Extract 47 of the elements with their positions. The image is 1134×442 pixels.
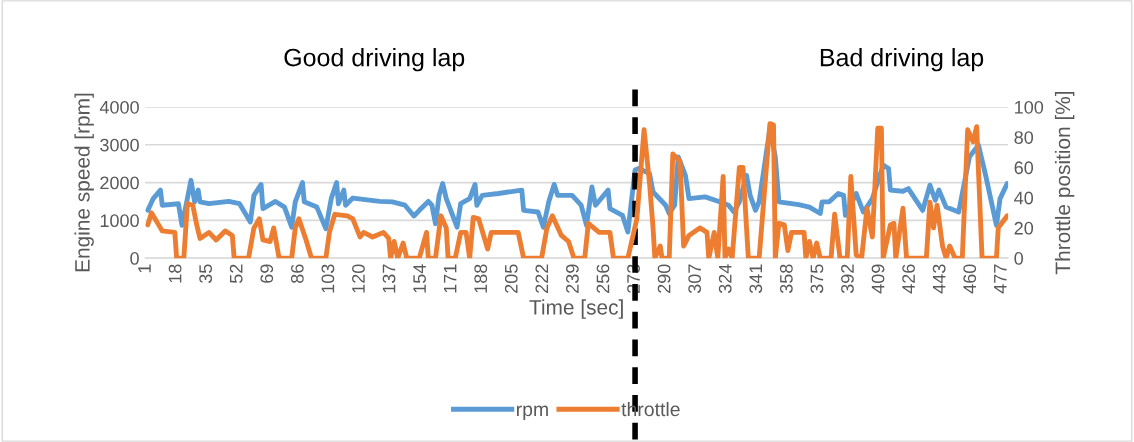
x-tick-label: 120 [352, 264, 365, 293]
legend-label: rpm [516, 405, 548, 421]
x-tick-label: 52 [229, 264, 243, 284]
y-axis-title: Engine speed [rpm] [74, 93, 94, 272]
y2-axis-title: Throttle position [%] [1054, 91, 1075, 275]
line-series [145, 121, 1009, 259]
x-tick-label: 103 [321, 264, 335, 293]
x-tick-label: 154 [413, 264, 426, 293]
x-tick-label: 426 [902, 264, 915, 294]
x-tick-label: 460 [963, 264, 977, 294]
y-tick-label: 3000 [100, 138, 139, 152]
y2-tick-label: 0 [1014, 252, 1024, 265]
text: Good driving lap [284, 48, 465, 72]
y2-tick-label: 60 [1014, 161, 1034, 175]
x-tick-label: 324 [718, 264, 732, 294]
x-tick-label: 137 [382, 264, 396, 293]
x-tick-label: 205 [504, 264, 518, 293]
x-tick-label: 86 [290, 264, 304, 283]
x-tick-label: 443 [932, 264, 946, 294]
y-tick-label: 2000 [100, 176, 139, 190]
x-tick-label: 239 [566, 264, 579, 293]
x-tick-label: 35 [199, 264, 213, 284]
x-tick-label: 375 [810, 264, 824, 294]
x-tick-label: 290 [657, 264, 671, 293]
legend-label: throttle [621, 401, 680, 417]
y2-tick-label: 20 [1014, 221, 1034, 235]
y-tick-label: 0 [130, 252, 139, 265]
x-tick-label: 341 [749, 264, 763, 294]
x-tick-label: 222 [535, 264, 549, 293]
y-tick-label: 1000 [100, 214, 139, 228]
x-tick-label: 188 [474, 264, 488, 293]
x-tick-label: 69 [260, 264, 274, 283]
x-axis-title: Time [sec] [529, 299, 623, 319]
x-tick-label: 409 [871, 264, 885, 294]
x-tick-label: 392 [841, 264, 854, 294]
x-tick-label: 18 [168, 264, 182, 283]
y2-tick-label: 80 [1014, 131, 1034, 144]
x-tick-label: 358 [779, 264, 793, 294]
x-tick-label: 307 [688, 264, 702, 294]
text: Bad driving lap [820, 48, 984, 72]
y2-tick-label: 100 [1015, 100, 1044, 114]
y2-tick-label: 40 [1014, 191, 1034, 205]
x-tick-label: 477 [994, 264, 1007, 294]
y-tick-label: 4000 [99, 100, 139, 114]
x-tick-label: 256 [596, 264, 610, 293]
x-tick-label: 171 [443, 264, 457, 293]
x-tick-label: 1 [138, 264, 151, 273]
